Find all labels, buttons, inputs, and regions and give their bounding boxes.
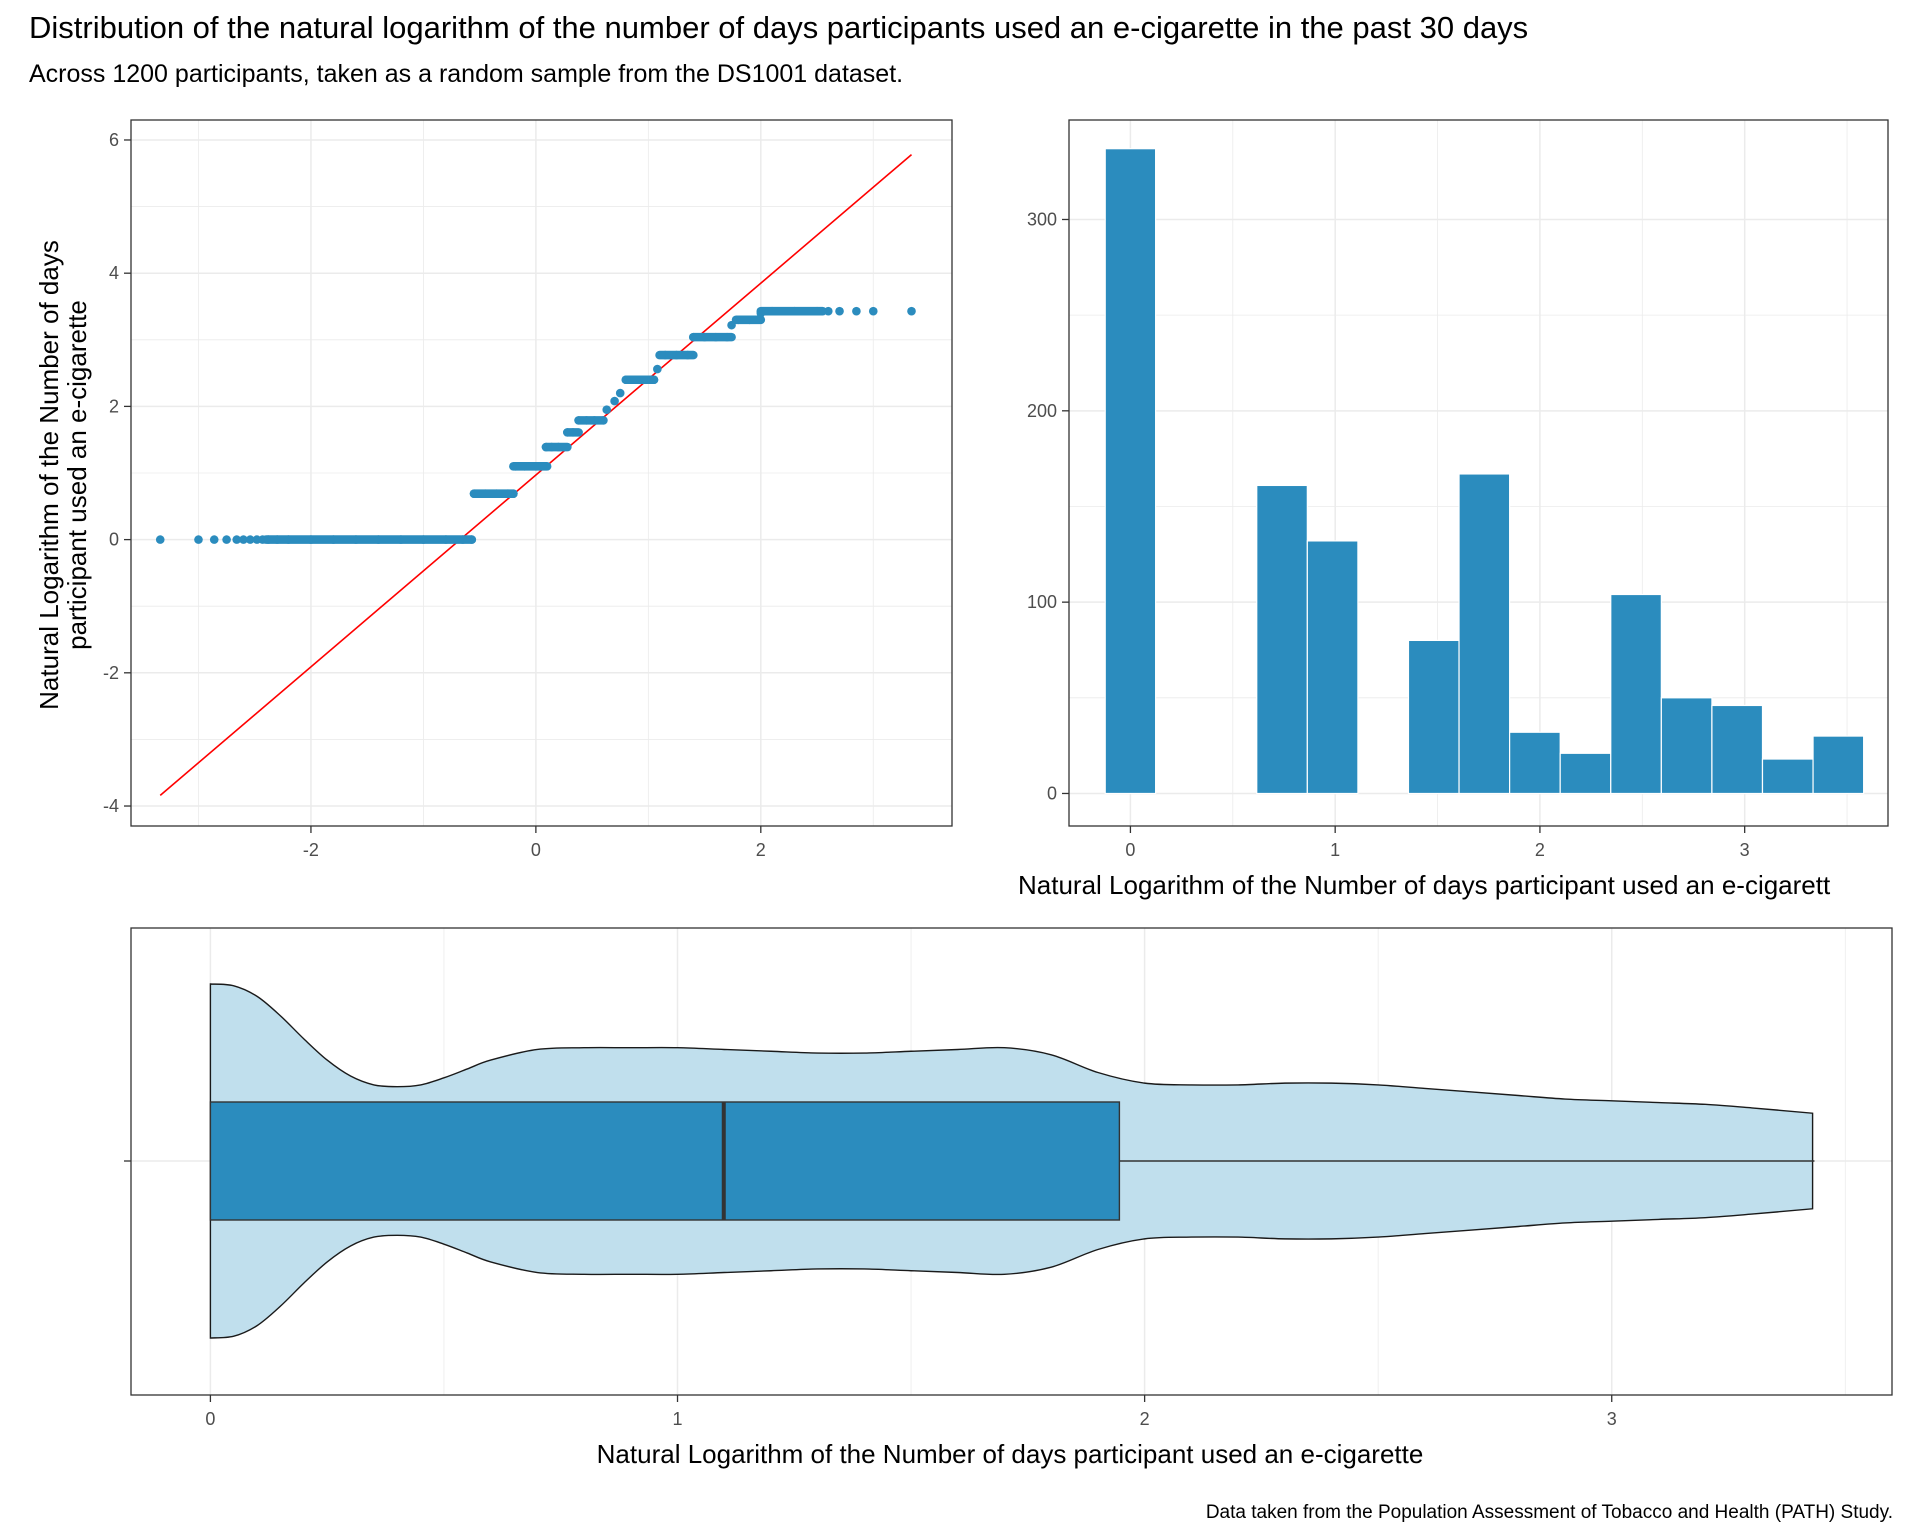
qq-x-tick-label: 0 [531,840,541,860]
qq-point [155,535,165,544]
qq-y-tick-label: 6 [109,130,119,150]
histogram-bar [1812,735,1865,795]
qq-point [602,405,612,415]
violin-panel: 0 1 2 3 Natural Logarithm of the Number of … [124,927,1893,1469]
qq-y-tick-label: -4 [103,796,119,816]
qq-point [852,306,861,316]
histogram-x-tick-label: 0 [1125,840,1135,860]
chart-subtitle: Across 1200 participants, taken as a ran… [29,60,904,88]
violin-x-tick-label: 3 [1607,1409,1617,1429]
histogram-bar [1306,540,1359,795]
histogram-bar [1104,148,1157,795]
histogram-bar [1660,697,1713,795]
qq-point [868,306,878,316]
qq-reference-line [159,154,913,796]
qq-point [239,535,248,544]
qq-point [610,396,619,406]
chart-title: Distribution of the natural logarithm of… [29,10,1529,45]
qq-x-tick-label: -2 [303,840,319,860]
chart-caption: Data taken from the Population Assessmen… [1205,1502,1893,1523]
histogram-bar [1559,752,1612,795]
violin-ticks: 0 1 2 3 [124,1160,1617,1429]
histogram-bars [1104,148,1865,795]
qq-y-tick-label: 2 [109,396,119,416]
violin-x-axis-label: Natural Logarithm of the Number of days … [597,1439,1424,1469]
qq-point [835,306,844,316]
histogram-x-axis-label: Natural Logarithm of the Number of days … [1018,870,1831,900]
histogram-x-tick-label: 3 [1740,840,1750,860]
qq-plot-ticks: -2 0 2 -4 -2 0 2 4 6 [103,130,766,860]
histogram-bar [1256,484,1308,795]
qq-point [232,535,242,544]
histogram-y-tick-label: 100 [1027,592,1057,612]
qq-point [194,535,203,544]
qq-y-axis-label-line-2: participant used an e-cigarette [62,300,92,650]
qq-point [653,364,662,374]
qq-plot-panel: -2 0 2 -4 -2 0 2 4 6 Natural Logarithm of the Nu… [34,119,953,860]
histogram-border [1068,119,1889,827]
histogram-y-tick-label: 0 [1047,783,1057,803]
violin-x-tick-label: 1 [673,1409,683,1429]
qq-y-tick-label: 4 [109,263,119,283]
histogram-bar [1407,639,1460,795]
qq-point [222,535,231,544]
boxplot-box [209,1101,1121,1221]
qq-x-tick-label: 2 [756,840,766,860]
histogram-bar [1458,473,1511,795]
qq-point [209,535,219,544]
histogram-bar [1761,758,1814,795]
violin-x-tick-label: 0 [205,1409,215,1429]
qq-y-axis-label-line-1: Natural Logarithm of the Number of days [34,240,64,710]
qq-point [907,306,916,316]
histogram-bar [1509,731,1561,795]
qq-points [155,306,916,544]
histogram-y-tick-label: 300 [1027,209,1057,229]
histogram-bar [1711,704,1764,795]
qq-plot-border [130,119,953,827]
qq-point [245,535,255,544]
qq-y-tick-label: 0 [109,530,119,550]
violin-x-tick-label: 2 [1140,1409,1150,1429]
histogram-bar [1610,593,1662,795]
histogram-ticks: 0 1 2 3 0 100 200 300 [1027,209,1750,860]
histogram-y-tick-label: 200 [1027,401,1057,421]
qq-y-tick-label: -2 [103,663,119,683]
qq-plot-gridlines [131,120,952,826]
histogram-x-tick-label: 1 [1330,840,1340,860]
qq-point [615,388,625,398]
histogram-x-tick-label: 2 [1535,840,1545,860]
histogram-panel: 0 1 2 3 0 100 200 300 Natural Logarithm of the … [1018,119,1889,900]
